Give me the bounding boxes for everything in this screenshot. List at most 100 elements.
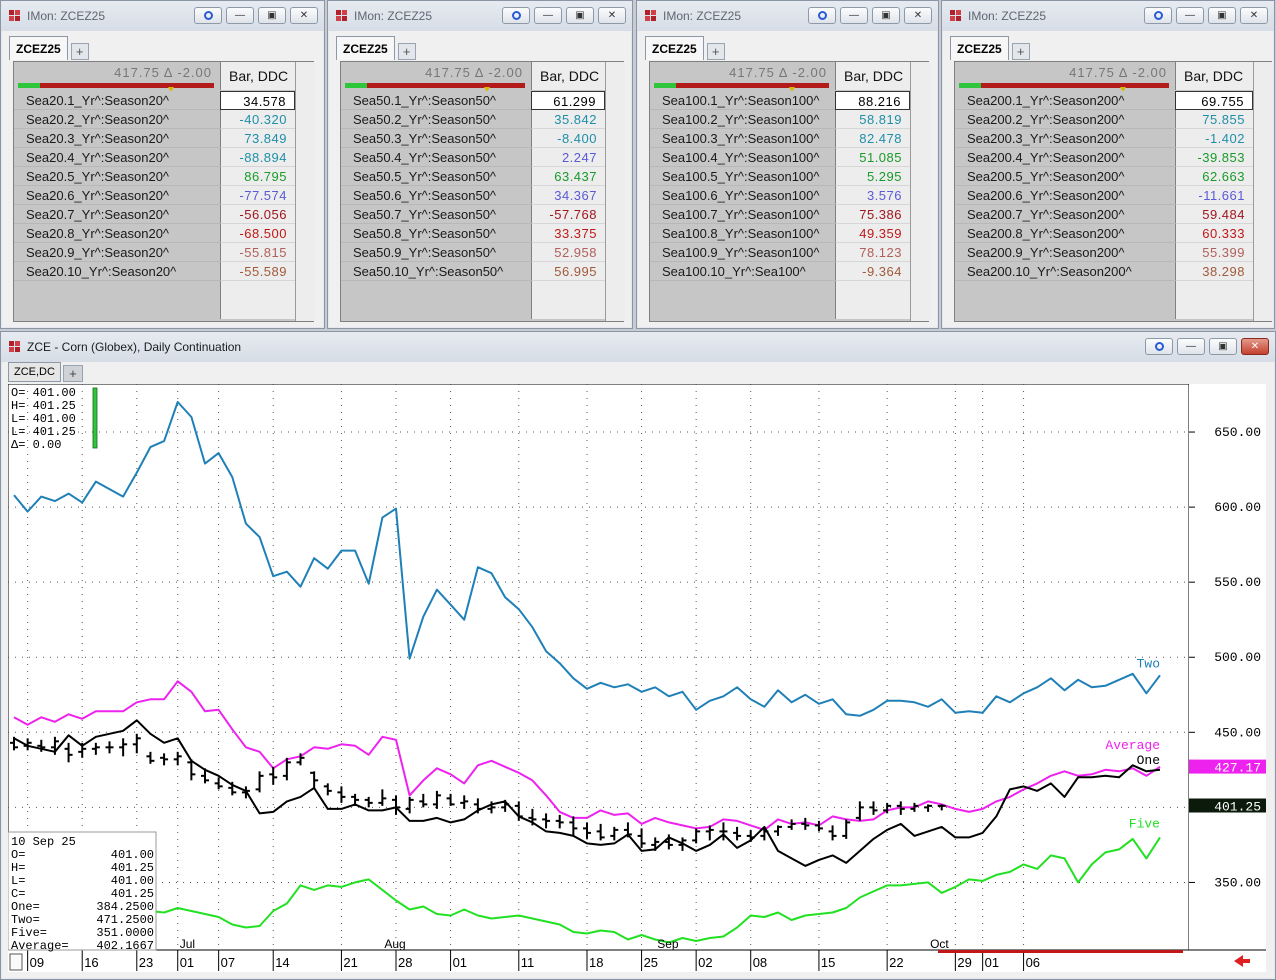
minimize-icon: — [849, 10, 859, 21]
list-item[interactable]: Sea100.2_Yr^:Season100^ 58.819 [650, 110, 910, 129]
maximize-button[interactable]: ▣ [258, 7, 286, 24]
list-item[interactable]: Sea200.4_Yr^:Season200^ -39.853 [955, 148, 1253, 167]
app-icon [9, 10, 21, 22]
list-item[interactable]: Sea100.3_Yr^:Season100^ 82.478 [650, 129, 910, 148]
chart-area[interactable]: 350.00400.00450.00500.00550.00600.00650.… [8, 384, 1266, 972]
row-label: Sea20.9_Yr^:Season20^ [14, 243, 220, 262]
list-item[interactable]: Sea50.5_Yr^:Season50^ 63.437 [341, 167, 605, 186]
add-tab-button[interactable]: + [397, 43, 416, 60]
list-item[interactable]: Sea20.2_Yr^:Season20^ -40.320 [14, 110, 295, 129]
list-item[interactable]: Sea50.2_Yr^:Season50^ 35.842 [341, 110, 605, 129]
row-label: Sea200.3_Yr^:Season200^ [955, 129, 1175, 148]
empty-row [341, 281, 605, 300]
list-item[interactable]: Sea20.3_Yr^:Season20^ 73.849 [14, 129, 295, 148]
column-header-bar-ddc[interactable]: Bar, DDC [220, 62, 295, 90]
minimize-button[interactable]: — [1176, 7, 1204, 24]
last-price-change: 417.75 Δ -2.00 [729, 65, 827, 80]
list-item[interactable]: Sea50.6_Yr^:Season50^ 34.367 [341, 186, 605, 205]
tab-zcez25[interactable]: ZCEZ25 [336, 36, 395, 60]
maximize-button[interactable]: ▣ [1209, 338, 1237, 355]
add-tab-button[interactable]: + [706, 43, 725, 60]
tab-zcez25[interactable]: ZCEZ25 [9, 36, 68, 60]
list-item[interactable]: Sea200.3_Yr^:Season200^ -1.402 [955, 129, 1253, 148]
list-item[interactable]: Sea100.8_Yr^:Season100^ 49.359 [650, 224, 910, 243]
chart-window-titlebar[interactable]: ZCE - Corn (Globex), Daily Continuation … [1, 332, 1275, 362]
list-item[interactable]: Sea50.4_Yr^:Season50^ 2.247 [341, 148, 605, 167]
list-item[interactable]: Sea50.3_Yr^:Season50^ -8.400 [341, 129, 605, 148]
list-item[interactable]: Sea20.10_Yr^:Season20^ -55.589 [14, 262, 295, 281]
maximize-button[interactable]: ▣ [566, 7, 594, 24]
scroll-right-icon[interactable] [1234, 955, 1250, 967]
tab-zce-dc[interactable]: ZCE,DC [8, 362, 61, 382]
list-item[interactable]: Sea200.2_Yr^:Season200^ 75.855 [955, 110, 1253, 129]
list-item[interactable]: Sea200.6_Yr^:Season200^ -11.661 [955, 186, 1253, 205]
list-item[interactable]: Sea100.9_Yr^:Season100^ 78.123 [650, 243, 910, 262]
window-options-button[interactable] [808, 7, 836, 24]
scrollbar-thumb[interactable] [9, 953, 23, 971]
minimize-button[interactable]: — [840, 7, 868, 24]
minimize-button[interactable]: — [1177, 338, 1205, 355]
date-tick-label: 02 [698, 955, 712, 970]
list-item[interactable]: Sea50.10_Yr^:Season50^ 56.995 [341, 262, 605, 281]
list-item[interactable]: Sea200.1_Yr^:Season200^ 69.755 [955, 91, 1253, 110]
list-item[interactable]: Sea20.1_Yr^:Season20^ 34.578 [14, 91, 295, 110]
row-label: Sea100.1_Yr^:Season100^ [650, 91, 835, 110]
list-item[interactable]: Sea100.4_Yr^:Season100^ 51.085 [650, 148, 910, 167]
data-window-date: 10 Sep 25 [11, 835, 76, 849]
maximize-button[interactable]: ▣ [872, 7, 900, 24]
add-tab-button[interactable]: + [62, 365, 83, 382]
list-item[interactable]: Sea20.8_Yr^:Season20^ -68.500 [14, 224, 295, 243]
list-item[interactable]: Sea50.9_Yr^:Season50^ 52.958 [341, 243, 605, 262]
empty-row [955, 281, 1253, 300]
row-value: 5.295 [835, 167, 910, 186]
chart-window-title: ZCE - Corn (Globex), Daily Continuation [27, 340, 242, 354]
monitor-titlebar[interactable]: IMon: ZCEZ25 — ▣ ✕ [942, 1, 1274, 31]
row-value: -56.056 [220, 205, 295, 224]
minimize-icon: — [1185, 10, 1195, 21]
list-item[interactable]: Sea200.7_Yr^:Season200^ 59.484 [955, 205, 1253, 224]
price-tick-label: 450.00 [1214, 725, 1261, 740]
list-item[interactable]: Sea200.5_Yr^:Season200^ 62.663 [955, 167, 1253, 186]
list-item[interactable]: Sea100.1_Yr^:Season100^ 88.216 [650, 91, 910, 110]
list-item[interactable]: Sea100.7_Yr^:Season100^ 75.386 [650, 205, 910, 224]
column-header-bar-ddc[interactable]: Bar, DDC [531, 62, 605, 90]
row-label: Sea200.6_Yr^:Season200^ [955, 186, 1175, 205]
list-item[interactable]: Sea100.10_Yr^:Sea100^ -9.364 [650, 262, 910, 281]
maximize-button[interactable]: ▣ [1208, 7, 1236, 24]
list-item[interactable]: Sea200.10_Yr^:Season200^ 38.298 [955, 262, 1253, 281]
add-tab-button[interactable]: + [70, 43, 89, 60]
monitor-titlebar[interactable]: IMon: ZCEZ25 — ▣ ✕ [328, 1, 632, 31]
monitor-titlebar[interactable]: IMon: ZCEZ25 — ▣ ✕ [1, 1, 324, 31]
column-header-bar-ddc[interactable]: Bar, DDC [835, 62, 910, 90]
list-item[interactable]: Sea50.1_Yr^:Season50^ 61.299 [341, 91, 605, 110]
add-tab-button[interactable]: + [1011, 43, 1030, 60]
row-label: Sea20.6_Yr^:Season20^ [14, 186, 220, 205]
price-tick-label: 350.00 [1214, 875, 1261, 890]
close-button[interactable]: ✕ [290, 7, 318, 24]
list-item[interactable]: Sea20.7_Yr^:Season20^ -56.056 [14, 205, 295, 224]
list-item[interactable]: Sea50.7_Yr^:Season50^ -57.768 [341, 205, 605, 224]
window-options-button[interactable] [1145, 338, 1173, 355]
list-item[interactable]: Sea20.4_Yr^:Season20^ -88.894 [14, 148, 295, 167]
tab-zcez25[interactable]: ZCEZ25 [950, 36, 1009, 60]
list-item[interactable]: Sea200.8_Yr^:Season200^ 60.333 [955, 224, 1253, 243]
list-item[interactable]: Sea100.6_Yr^:Season100^ 3.576 [650, 186, 910, 205]
close-button[interactable]: ✕ [1240, 7, 1268, 24]
list-item[interactable]: Sea20.9_Yr^:Season20^ -55.815 [14, 243, 295, 262]
list-item[interactable]: Sea200.9_Yr^:Season200^ 55.399 [955, 243, 1253, 262]
window-options-button[interactable] [1144, 7, 1172, 24]
window-options-button[interactable] [502, 7, 530, 24]
list-item[interactable]: Sea20.5_Yr^:Season20^ 86.795 [14, 167, 295, 186]
monitor-titlebar[interactable]: IMon: ZCEZ25 — ▣ ✕ [637, 1, 938, 31]
list-item[interactable]: Sea50.8_Yr^:Season50^ 33.375 [341, 224, 605, 243]
list-item[interactable]: Sea20.6_Yr^:Season20^ -77.574 [14, 186, 295, 205]
list-item[interactable]: Sea100.5_Yr^:Season100^ 5.295 [650, 167, 910, 186]
minimize-button[interactable]: — [534, 7, 562, 24]
close-button[interactable]: ✕ [598, 7, 626, 24]
close-button[interactable]: ✕ [904, 7, 932, 24]
minimize-button[interactable]: — [226, 7, 254, 24]
tab-zcez25[interactable]: ZCEZ25 [645, 36, 704, 60]
column-header-bar-ddc[interactable]: Bar, DDC [1175, 62, 1253, 90]
close-button[interactable]: ✕ [1241, 338, 1269, 355]
window-options-button[interactable] [194, 7, 222, 24]
